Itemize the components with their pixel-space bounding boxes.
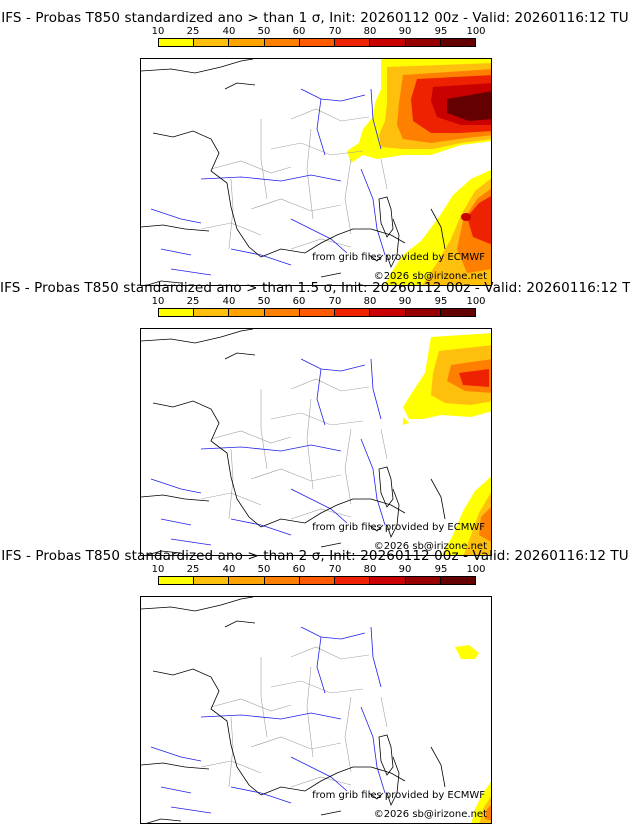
colorbar-swatch bbox=[335, 577, 371, 584]
copyright-credit: ©2026 sb@irizone.net bbox=[373, 541, 487, 552]
rivers bbox=[150, 358, 386, 546]
colorbar-swatch bbox=[335, 309, 371, 316]
colorbar-tick-label: 95 bbox=[434, 564, 448, 575]
colorbar-tick-label: 10 bbox=[151, 564, 165, 575]
colorbar-tick-label: 70 bbox=[328, 564, 342, 575]
map-canvas bbox=[141, 597, 491, 823]
data-source-credit: from grib files provided by ECMWF bbox=[312, 790, 485, 801]
probability-shading bbox=[403, 333, 491, 555]
colorbar-swatch bbox=[299, 309, 336, 316]
colorbar-tick-label: 10 bbox=[151, 296, 165, 307]
panel-title: IFS - Probas T850 standardized ano > tha… bbox=[0, 280, 630, 296]
panel-1sigma: IFS - Probas T850 standardized ano > tha… bbox=[0, 10, 630, 286]
colorbar-tick-label: 10 bbox=[151, 26, 165, 37]
colorbar-tick-label: 90 bbox=[398, 26, 412, 37]
probability-colorbar: 10 25 40 50 60 70 80 90 95 100 bbox=[152, 296, 486, 324]
colorbar-swatch bbox=[370, 577, 406, 584]
colorbar-tick-label: 25 bbox=[186, 26, 200, 37]
colorbar-tick-label: 80 bbox=[363, 296, 377, 307]
panel-1-5sigma: IFS - Probas T850 standardized ano > tha… bbox=[0, 280, 630, 556]
colorbar-swatch bbox=[159, 309, 195, 316]
probability-shading bbox=[455, 645, 491, 823]
colorbar-swatch bbox=[405, 577, 441, 584]
copyright-credit: ©2026 sb@irizone.net bbox=[373, 809, 487, 820]
colorbar-tick-label: 40 bbox=[222, 564, 236, 575]
colorbar-tick-label: 25 bbox=[186, 564, 200, 575]
colorbar-swatch bbox=[440, 309, 475, 316]
colorbar-tick-label: 95 bbox=[434, 296, 448, 307]
colorbar-swatch bbox=[370, 39, 406, 46]
colorbar-swatch bbox=[440, 39, 475, 46]
probability-shading bbox=[347, 59, 491, 285]
colorbar-tick-label: 50 bbox=[257, 564, 271, 575]
colorbar-swatch bbox=[405, 39, 441, 46]
colorbar-tick-label: 40 bbox=[222, 296, 236, 307]
colorbar-swatch bbox=[159, 39, 195, 46]
coastlines bbox=[141, 329, 446, 555]
colorbar-swatch bbox=[264, 577, 300, 584]
colorbar-tick-label: 100 bbox=[466, 296, 486, 307]
colorbar-swatch bbox=[159, 577, 195, 584]
admin-borders bbox=[200, 646, 388, 788]
coastlines bbox=[141, 59, 446, 285]
panel-title: IFS - Probas T850 standardized ano > tha… bbox=[1, 548, 629, 564]
admin-borders bbox=[200, 378, 388, 520]
probability-colorbar: 10 25 40 50 60 70 80 90 95 100 bbox=[152, 26, 486, 54]
colorbar-swatch bbox=[264, 309, 300, 316]
colorbar-swatch bbox=[299, 39, 336, 46]
map-france: from grib files provided by ECMWF ©2026 … bbox=[140, 328, 492, 556]
colorbar-swatch bbox=[229, 577, 265, 584]
colorbar-swatch bbox=[299, 577, 336, 584]
colorbar-tick-label: 100 bbox=[466, 26, 486, 37]
panel-title: IFS - Probas T850 standardized ano > tha… bbox=[1, 10, 629, 26]
colorbar-swatch bbox=[229, 309, 265, 316]
colorbar-swatch bbox=[194, 577, 230, 584]
data-source-credit: from grib files provided by ECMWF bbox=[312, 522, 485, 533]
colorbar-tick-label: 50 bbox=[257, 26, 271, 37]
colorbar-tick-label: 70 bbox=[328, 26, 342, 37]
colorbar-swatch bbox=[264, 39, 300, 46]
panel-2sigma: IFS - Probas T850 standardized ano > tha… bbox=[0, 548, 630, 824]
colorbar-tick-label: 90 bbox=[398, 564, 412, 575]
colorbar-tick-label: 50 bbox=[257, 296, 271, 307]
map-france: from grib files provided by ECMWF ©2026 … bbox=[140, 58, 492, 286]
colorbar-tick-label: 80 bbox=[363, 564, 377, 575]
rivers bbox=[150, 626, 386, 814]
colorbar-tick-label: 60 bbox=[292, 564, 306, 575]
colorbar-tick-label: 80 bbox=[363, 26, 377, 37]
colorbar-swatch bbox=[229, 39, 265, 46]
colorbar-tick-label: 60 bbox=[292, 26, 306, 37]
coastlines bbox=[141, 597, 446, 823]
colorbar-swatch bbox=[370, 309, 406, 316]
colorbar-tick-label: 100 bbox=[466, 564, 486, 575]
colorbar-tick-label: 60 bbox=[292, 296, 306, 307]
map-france: from grib files provided by ECMWF ©2026 … bbox=[140, 596, 492, 824]
copyright-credit: ©2026 sb@irizone.net bbox=[373, 271, 487, 282]
colorbar-swatch bbox=[335, 39, 371, 46]
colorbar-swatch bbox=[194, 39, 230, 46]
rivers bbox=[150, 88, 386, 276]
colorbar-tick-label: 25 bbox=[186, 296, 200, 307]
colorbar-tick-label: 70 bbox=[328, 296, 342, 307]
map-canvas bbox=[141, 329, 491, 555]
colorbar-tick-label: 95 bbox=[434, 26, 448, 37]
admin-borders bbox=[200, 108, 388, 250]
colorbar-swatch bbox=[405, 309, 441, 316]
data-source-credit: from grib files provided by ECMWF bbox=[312, 252, 485, 263]
map-canvas bbox=[141, 59, 491, 285]
probability-colorbar: 10 25 40 50 60 70 80 90 95 100 bbox=[152, 564, 486, 592]
colorbar-tick-label: 40 bbox=[222, 26, 236, 37]
colorbar-tick-label: 90 bbox=[398, 296, 412, 307]
colorbar-swatch bbox=[440, 577, 475, 584]
colorbar-swatch bbox=[194, 309, 230, 316]
